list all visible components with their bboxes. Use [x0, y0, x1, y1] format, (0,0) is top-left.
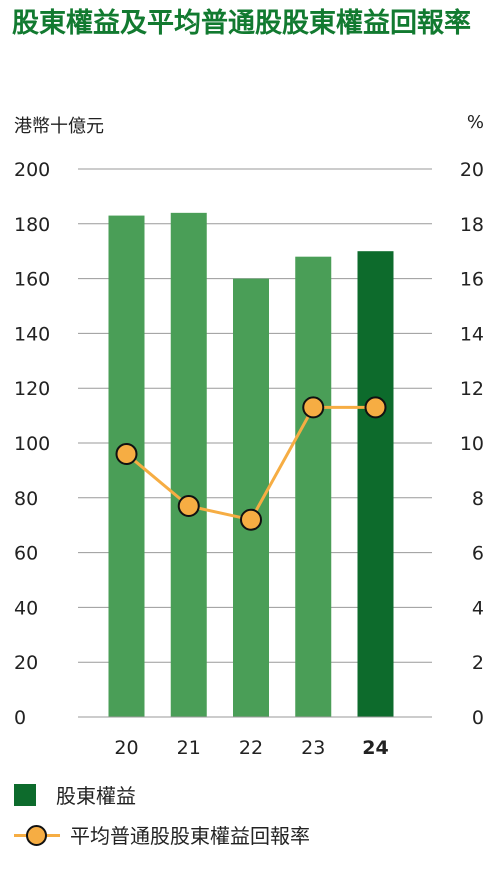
- y-tick-label-right: 10: [460, 433, 484, 455]
- right-axis-unit: %: [466, 112, 484, 133]
- roe-point: [364, 396, 387, 419]
- y-tick-label-left: 200: [14, 159, 50, 181]
- legend-item-bar: 股東權益: [14, 780, 136, 809]
- y-tick-label-left: 160: [14, 269, 50, 291]
- y-tick-label-right: 20: [460, 159, 484, 181]
- chart-title: 股東權益及平均普通股股東權益回報率: [12, 8, 471, 39]
- y-tick-label-right: 2: [472, 652, 484, 674]
- x-tick-label: 22: [239, 737, 263, 759]
- y-tick-label-right: 12: [460, 378, 484, 400]
- roe-point: [302, 396, 325, 419]
- y-tick-label-left: 20: [14, 652, 38, 674]
- y-tick-label-right: 8: [472, 488, 484, 510]
- left-axis-unit: 港幣十億元: [14, 116, 104, 137]
- y-tick-label-left: 100: [14, 433, 50, 455]
- x-tick-label: 23: [301, 737, 325, 759]
- y-tick-label-left: 180: [14, 214, 50, 236]
- bar: [108, 215, 145, 717]
- y-tick-label-right: 0: [472, 707, 484, 729]
- y-tick-label-right: 16: [460, 269, 484, 291]
- roe-point: [177, 495, 200, 518]
- roe-point: [115, 442, 138, 465]
- bar: [357, 251, 394, 717]
- bar: [170, 212, 207, 717]
- legend-line-swatch: [14, 824, 60, 846]
- y-tick-label-left: 40: [14, 597, 38, 619]
- roe-point: [240, 508, 262, 531]
- y-tick-label-left: 60: [14, 543, 38, 565]
- y-tick-label-right: 14: [460, 323, 484, 345]
- legend-bar-label: 股東權益: [56, 784, 136, 808]
- bar: [295, 256, 332, 717]
- x-tick-label: 21: [177, 737, 201, 759]
- x-tick-label: 20: [114, 737, 138, 759]
- legend-item-line: 平均普通股股東權益回報率: [14, 820, 310, 849]
- y-tick-label-right: 6: [472, 543, 484, 565]
- legend-line-label: 平均普通股股東權益回報率: [70, 824, 310, 848]
- legend-bar-swatch: [14, 783, 36, 806]
- x-tick-label: 24: [362, 737, 388, 759]
- y-tick-label-left: 140: [14, 323, 50, 345]
- y-tick-label-left: 80: [14, 488, 38, 510]
- y-tick-label-right: 4: [472, 597, 484, 619]
- y-tick-label-left: 120: [14, 378, 50, 400]
- y-tick-label-left: 0: [14, 707, 26, 729]
- y-tick-label-right: 18: [460, 214, 484, 236]
